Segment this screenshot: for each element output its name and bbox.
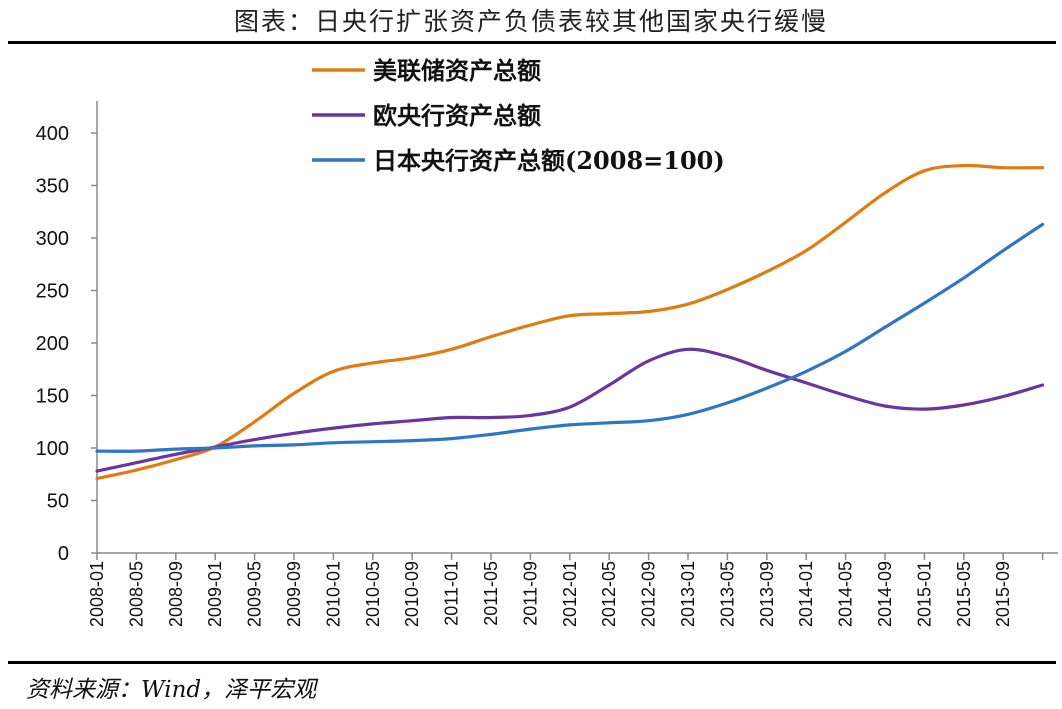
y-tick-label: 0: [58, 543, 69, 565]
x-tick-label: 2013-01: [678, 561, 698, 627]
y-tick-label: 250: [36, 281, 69, 303]
x-tick-label: 2009-05: [245, 561, 265, 627]
x-tick-label: 2010-01: [323, 561, 343, 627]
chart-axes: 0 50 100 150 200 250 300 350 400 2008-01 2008-05 20…: [36, 101, 1058, 627]
y-tick-label: 100: [36, 438, 69, 460]
x-tick-label: 2010-05: [363, 561, 383, 627]
x-tick-label: 2014-09: [875, 561, 895, 627]
chart-series: [95, 163, 1045, 481]
legend-label: 美联储资产总额: [373, 56, 541, 85]
x-tick-label: 2012-05: [599, 561, 619, 627]
y-tick-label: 300: [36, 228, 69, 250]
y-tick-label: 50: [47, 491, 69, 513]
y-tick-label: 200: [36, 333, 69, 355]
x-tick-label: 2012-09: [639, 561, 659, 627]
x-tick-label: 2013-05: [717, 561, 737, 627]
chart-title: 图表：日央行扩张资产负债表较其他国家央行缓慢: [233, 7, 828, 36]
x-tick-label: 2008-05: [126, 561, 146, 627]
boj-total-assets-line: [95, 222, 1045, 453]
x-tick-label: 2008-01: [87, 561, 107, 627]
y-tick-label: 150: [36, 386, 69, 408]
x-tick-label: 2009-09: [284, 561, 304, 627]
y-tick-label: 350: [36, 176, 69, 198]
x-tick-label: 2011-01: [442, 561, 462, 626]
ecb-total-assets-line: [95, 347, 1045, 473]
fed-total-assets-line: [95, 163, 1045, 481]
x-tick-label: 2008-09: [166, 561, 186, 627]
legend-label: 日本央行资产总额(2008=100): [373, 146, 725, 175]
x-tick-label: 2009-01: [205, 561, 225, 627]
top-rule: [8, 41, 1056, 44]
x-tick-label: 2014-05: [836, 561, 856, 627]
x-tick-label: 2010-09: [402, 561, 422, 627]
legend-label: 欧央行资产总额: [373, 101, 541, 130]
x-tick-label: 2011-05: [481, 561, 501, 626]
source-note: 资料来源：Wind，泽平宏观: [26, 677, 317, 703]
x-tick-label: 2015-05: [954, 561, 974, 627]
bottom-rule: [8, 661, 1056, 664]
x-tick-label: 2011-09: [520, 561, 540, 626]
x-tick-label: 2014-01: [796, 561, 816, 627]
x-tick-label: 2015-01: [914, 561, 934, 627]
x-tick-label: 2013-09: [757, 561, 777, 627]
y-tick-label: 400: [36, 123, 69, 145]
x-tick-label: 2015-09: [993, 561, 1013, 627]
x-tick-label: 2012-01: [560, 561, 580, 627]
